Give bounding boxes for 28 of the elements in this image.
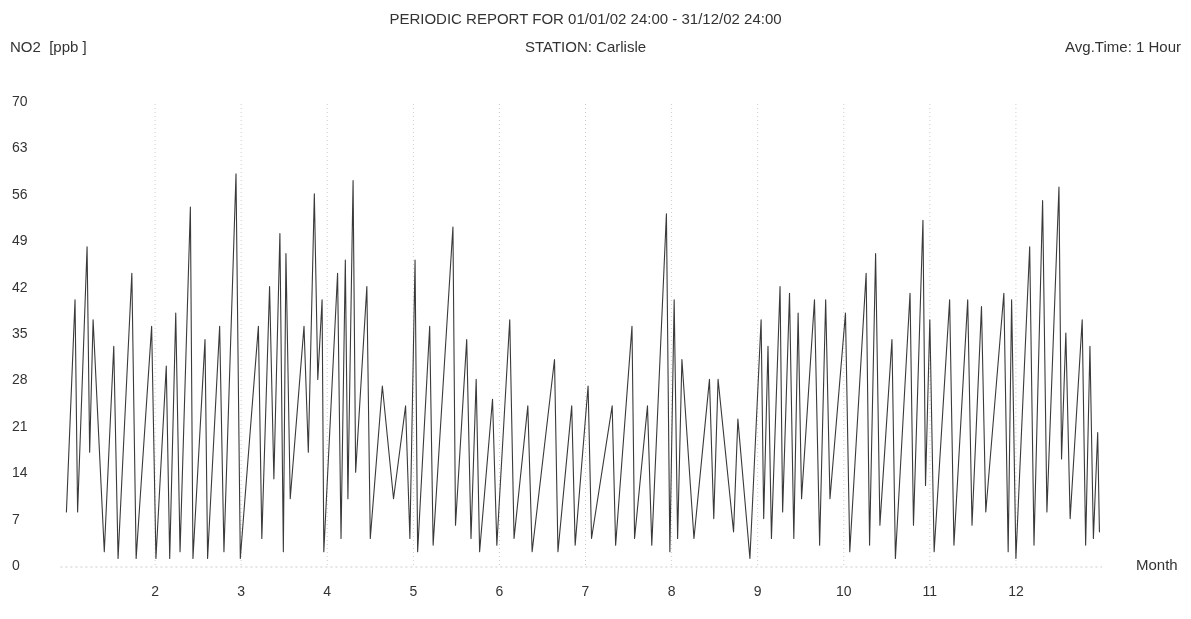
y-tick-label: 56 bbox=[12, 185, 28, 202]
x-tick-label: 12 bbox=[1008, 583, 1024, 599]
x-axis-title: Month bbox=[1136, 556, 1178, 573]
x-tick-label: 8 bbox=[667, 583, 676, 599]
x-tick-label: 11 bbox=[922, 583, 938, 599]
chart-subtitle: STATION: Carlisle bbox=[524, 38, 647, 55]
y-tick-label: 0 bbox=[12, 557, 20, 573]
y-tick-label: 49 bbox=[12, 232, 28, 249]
y-axis-title: NO2 [ppb ] bbox=[10, 38, 87, 55]
x-tick-label: 4 bbox=[323, 583, 332, 599]
y-tick-label: 21 bbox=[12, 417, 28, 434]
x-tick-label: 9 bbox=[753, 583, 762, 599]
y-tick-label: 42 bbox=[12, 278, 28, 295]
y-tick-label: 63 bbox=[12, 139, 28, 156]
x-tick-label: 7 bbox=[581, 583, 590, 599]
y-tick-label: 14 bbox=[12, 464, 28, 481]
chart-title: PERIODIC REPORT FOR 01/01/02 24:00 - 31/12/02 24:00 bbox=[389, 10, 782, 27]
x-tick-label: 2 bbox=[151, 583, 160, 599]
x-tick-label: 3 bbox=[237, 583, 246, 599]
text: Avg.Time: 1 Hour bbox=[1065, 38, 1181, 55]
y-tick-label: 70 bbox=[12, 93, 28, 109]
y-tick-label: 7 bbox=[12, 510, 20, 527]
y-tick-label: 35 bbox=[12, 325, 28, 341]
x-tick-label: 5 bbox=[409, 583, 418, 599]
x-tick-label: 10 bbox=[835, 583, 852, 599]
y-tick-label: 28 bbox=[12, 371, 28, 388]
line-series bbox=[65, 173, 1100, 559]
x-tick-label: 6 bbox=[495, 583, 504, 599]
